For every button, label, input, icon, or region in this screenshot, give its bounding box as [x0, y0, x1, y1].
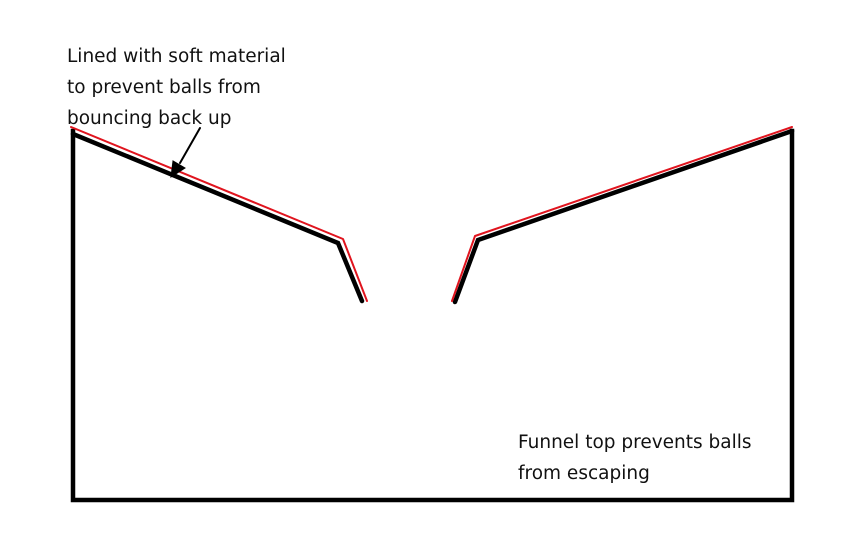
lining-annotation-line-3: bouncing back up — [67, 108, 232, 129]
funnel-right-lining — [451, 126, 793, 302]
lining-annotation-line-2: to prevent balls from — [67, 77, 261, 98]
funnel-annotation-line-2: from escaping — [518, 463, 650, 484]
funnel-left-wall — [70, 131, 365, 304]
lining-annotation: Lined with soft material to prevent ball… — [67, 41, 286, 134]
funnel-annotation-line-1: Funnel top prevents balls — [518, 432, 752, 453]
lining-arrow-head — [170, 160, 186, 178]
funnel-annotation: Funnel top prevents balls from escaping — [518, 427, 752, 489]
lining-arrow-shaft — [179, 127, 201, 164]
container-outline — [70, 128, 795, 503]
funnel-right-wall — [452, 128, 795, 305]
funnel-left-lining — [70, 126, 368, 302]
lining-annotation-line-1: Lined with soft material — [67, 46, 286, 67]
